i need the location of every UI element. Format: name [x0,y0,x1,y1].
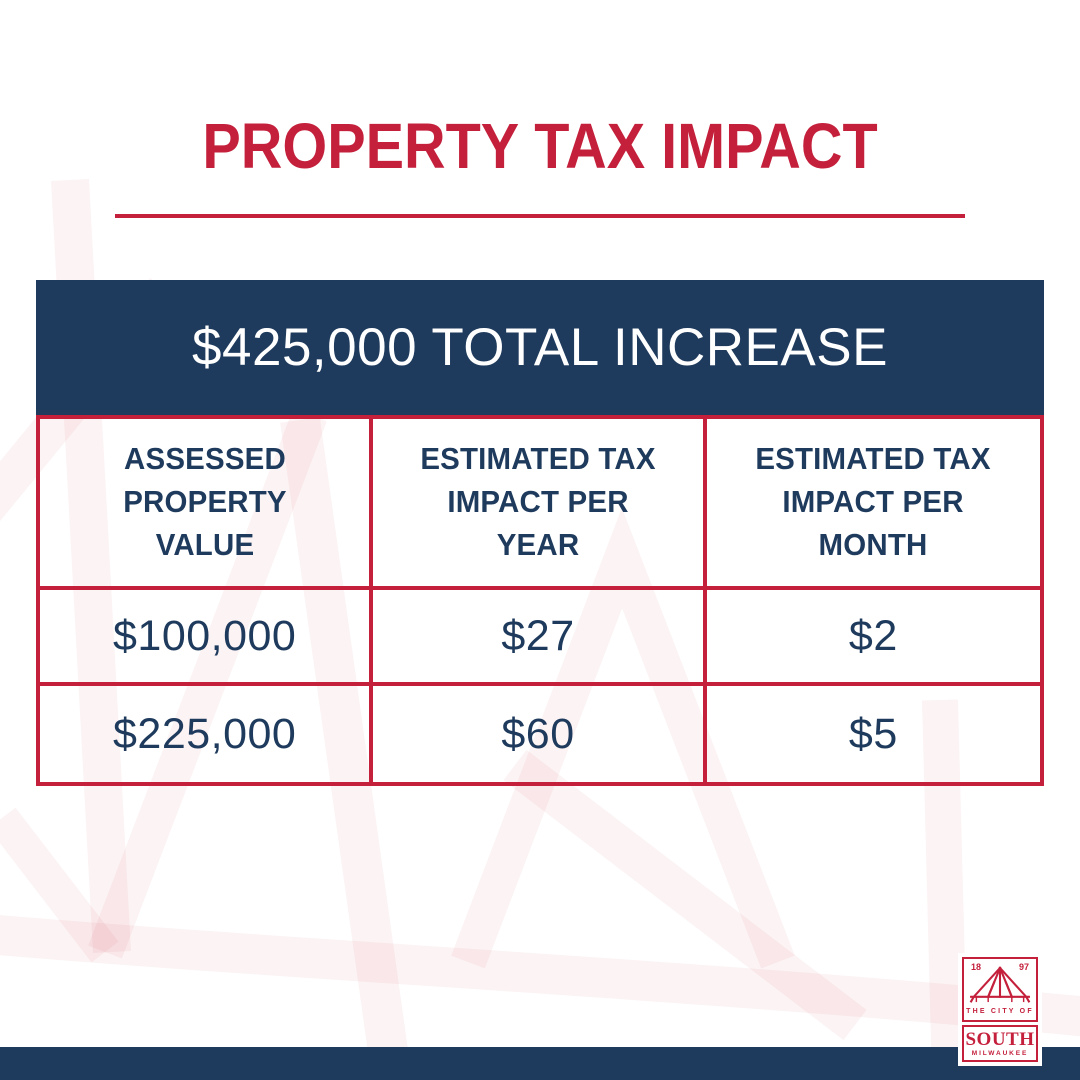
logo-year-left: 18 [971,962,982,972]
logo-year-right: 97 [1018,962,1029,972]
table-cell-row2-assessed-value: $225,000 [40,686,374,782]
tax-impact-table: $425,000 TOTAL INCREASE ASSESSED PROPERT… [36,280,1044,786]
table-cell-row2-impact-month: $5 [848,709,898,758]
title-divider [115,214,965,218]
table-cell-row1-assessed-value: $100,000 [40,590,374,686]
logo-city-name-sub: MILWAUKEE [971,1049,1029,1057]
logo-tagline: THE CITY OF [966,1008,1034,1015]
total-increase-banner: $425,000 TOTAL INCREASE [36,280,1044,415]
logo-city-name: SOUTH [965,1028,1035,1050]
page-title: PROPERTY TAX IMPACT [202,110,878,182]
city-of-south-milwaukee-logo: 18 97 [958,953,1042,1066]
table-cell-row1-impact-year: $27 [373,590,707,686]
logo-upper-panel: 18 97 [962,957,1038,1022]
column-header-tax-impact-per-year: ESTIMATED TAX IMPACT PER YEAR [373,419,707,590]
total-increase-text: $425,000 TOTAL INCREASE [192,318,888,377]
bridge-truss-icon [969,966,1031,1003]
column-header-tax-impact-per-month: ESTIMATED TAX IMPACT PER MONTH [706,419,1040,590]
table-cell-row1-impact-month: $2 [706,590,1040,686]
logo-lower-panel: SOUTH MILWAUKEE [962,1025,1038,1062]
tax-table-grid: ASSESSED PROPERTY VALUE ESTIMATED TAX IM… [36,415,1044,786]
column-header-assessed-property-value: ASSESSED PROPERTY VALUE [40,419,374,590]
table-cell-row2-impact-year: $60 [373,686,707,782]
logo-founding-year: 18 97 [971,963,1029,972]
footer-bar [0,1047,1080,1080]
